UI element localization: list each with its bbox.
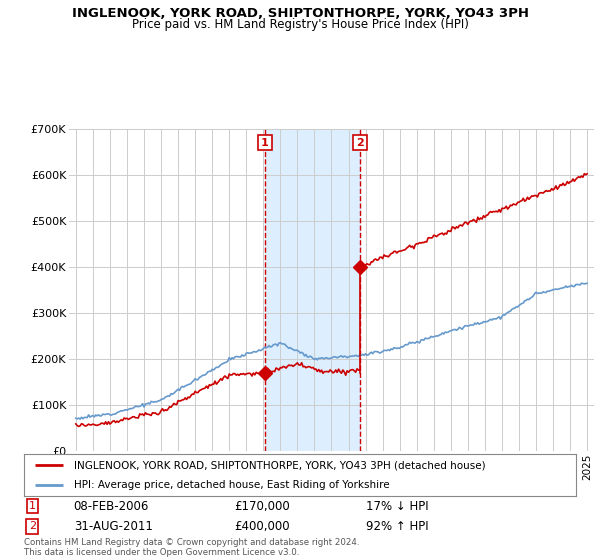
Text: 2: 2 xyxy=(356,138,364,148)
Text: £400,000: £400,000 xyxy=(234,520,289,533)
Text: Contains HM Land Registry data © Crown copyright and database right 2024.
This d: Contains HM Land Registry data © Crown c… xyxy=(24,538,359,557)
Text: HPI: Average price, detached house, East Riding of Yorkshire: HPI: Average price, detached house, East… xyxy=(74,480,389,490)
Text: 92% ↑ HPI: 92% ↑ HPI xyxy=(366,520,429,533)
Text: 17% ↓ HPI: 17% ↓ HPI xyxy=(366,500,429,512)
Text: INGLENOOK, YORK ROAD, SHIPTONTHORPE, YORK, YO43 3PH: INGLENOOK, YORK ROAD, SHIPTONTHORPE, YOR… xyxy=(71,7,529,20)
Text: 31-AUG-2011: 31-AUG-2011 xyxy=(74,520,152,533)
Text: 1: 1 xyxy=(261,138,269,148)
Text: 08-FEB-2006: 08-FEB-2006 xyxy=(74,500,149,512)
Text: Price paid vs. HM Land Registry's House Price Index (HPI): Price paid vs. HM Land Registry's House … xyxy=(131,18,469,31)
Text: 2: 2 xyxy=(29,521,36,531)
Text: INGLENOOK, YORK ROAD, SHIPTONTHORPE, YORK, YO43 3PH (detached house): INGLENOOK, YORK ROAD, SHIPTONTHORPE, YOR… xyxy=(74,460,485,470)
Text: 1: 1 xyxy=(29,501,36,511)
Bar xyxy=(265,129,360,451)
Text: £170,000: £170,000 xyxy=(234,500,290,512)
